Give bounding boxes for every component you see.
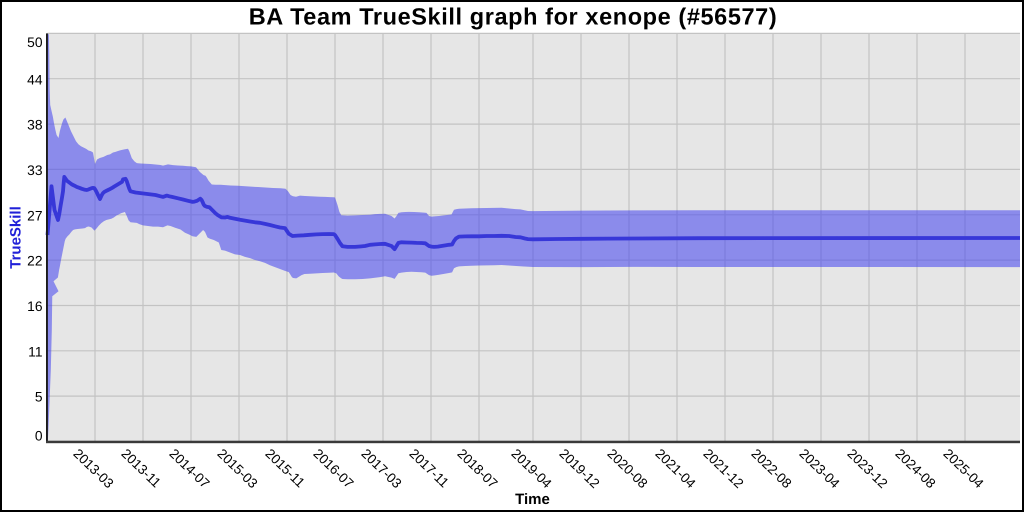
svg-text:2021-04: 2021-04 <box>652 446 698 492</box>
svg-text:BA Team TrueSkill graph for xe: BA Team TrueSkill graph for xenope (#565… <box>249 4 778 30</box>
svg-text:27: 27 <box>27 208 42 223</box>
svg-text:2021-12: 2021-12 <box>700 446 746 491</box>
svg-text:22: 22 <box>27 254 42 269</box>
svg-text:2019-12: 2019-12 <box>556 446 602 491</box>
svg-text:2020-08: 2020-08 <box>604 446 650 491</box>
svg-text:2015-11: 2015-11 <box>262 446 307 491</box>
svg-text:2013-11: 2013-11 <box>118 446 163 491</box>
svg-text:44: 44 <box>27 72 43 87</box>
svg-text:50: 50 <box>27 35 43 50</box>
svg-text:2024-08: 2024-08 <box>892 446 938 491</box>
svg-text:2022-08: 2022-08 <box>748 446 794 491</box>
svg-text:2023-04: 2023-04 <box>796 446 842 492</box>
svg-text:2025-04: 2025-04 <box>940 446 986 492</box>
svg-text:2023-12: 2023-12 <box>844 446 890 491</box>
svg-text:2014-07: 2014-07 <box>166 446 212 491</box>
svg-text:33: 33 <box>27 163 43 178</box>
svg-text:16: 16 <box>27 299 43 314</box>
svg-text:0: 0 <box>35 428 43 443</box>
svg-text:Time: Time <box>515 491 550 508</box>
svg-text:2018-07: 2018-07 <box>454 446 500 491</box>
svg-text:38: 38 <box>27 118 43 133</box>
svg-text:2015-03: 2015-03 <box>214 446 260 491</box>
svg-text:2013-03: 2013-03 <box>70 446 116 491</box>
svg-text:2017-11: 2017-11 <box>406 446 451 491</box>
svg-text:5: 5 <box>35 390 43 405</box>
svg-text:2016-07: 2016-07 <box>310 446 356 491</box>
svg-text:TrueSkill: TrueSkill <box>8 206 25 269</box>
svg-text:11: 11 <box>28 344 42 359</box>
svg-text:2019-04: 2019-04 <box>508 446 554 492</box>
svg-text:2017-03: 2017-03 <box>358 446 404 491</box>
